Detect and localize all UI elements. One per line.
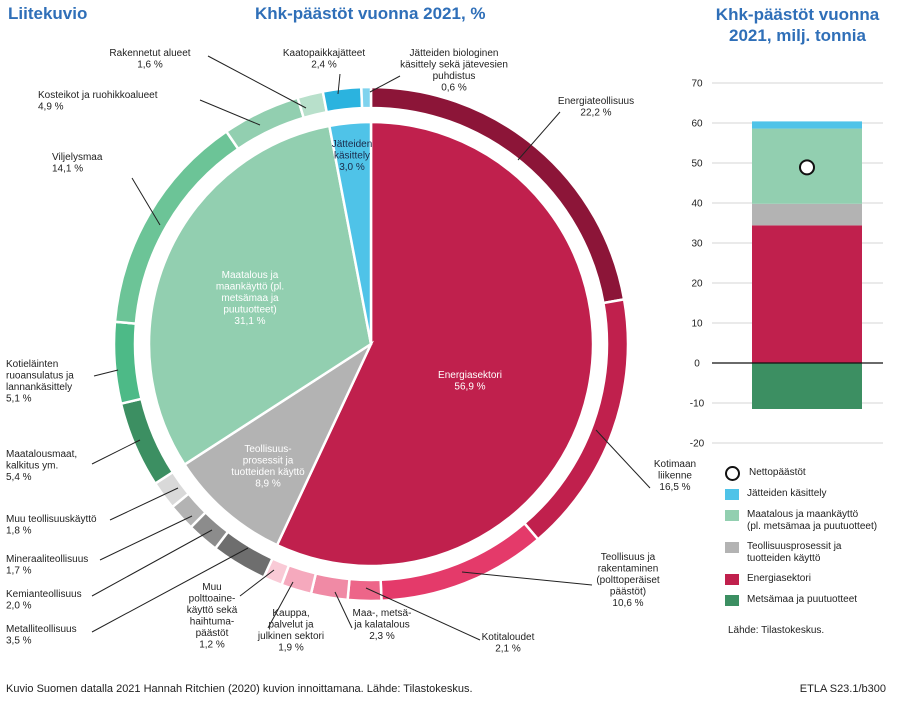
leader-line	[461, 571, 593, 586]
leader-line	[99, 515, 193, 561]
y-tick-label: 70	[691, 79, 703, 90]
y-tick-label: 10	[691, 319, 703, 330]
legend-swatch	[725, 574, 739, 585]
ring-label-rakennetut-alueet: Rakennetut alueet 1,6 %	[109, 48, 190, 71]
figure-label: Liitekuvio	[8, 4, 88, 23]
leader-line	[91, 547, 249, 633]
source-note: Lähde: Tilastokeskus.	[728, 625, 825, 636]
ring-label-jätteiden-biologinen: Jätteiden biologinen käsittely sekä jätev…	[400, 48, 508, 94]
legend-item-energiasektori: Energiasektori	[725, 573, 877, 587]
ring-label-maatalousmaat: Maatalousmaat, kalkitus ym. 5,4 %	[6, 449, 77, 483]
legend-label: Teollisuusprosessit ja tuotteiden käyttö	[747, 541, 842, 564]
legend-item-teollisuusprosessit-ja: Teollisuusprosessit ja tuotteiden käyttö	[725, 541, 877, 567]
ring-label-kotitaloudet: Kotitaloudet 2,1 %	[482, 632, 535, 655]
pie-slice-maatalous-ja	[147, 124, 373, 467]
pie-chart-title: Khk-päästöt vuonna 2021, %	[255, 4, 486, 23]
bar-segment-metsämaa-ja-puutuotteet	[752, 363, 862, 409]
legend-label: Nettopäästöt	[749, 467, 806, 478]
ring-label-teollisuus-ja: Teollisuus ja rakentaminen (polttoperäiset…	[596, 552, 660, 609]
footer-note: Kuvio Suomen datalla 2021 Hannah Ritchie…	[6, 683, 473, 695]
legend-swatch	[725, 510, 739, 521]
legend-label: Jätteiden käsittely	[747, 488, 827, 499]
bar-segment-teollisuusprosessit-ja-tuotteiden-käyttö	[752, 203, 862, 226]
ring-label-muu: Muu polttoaine-käyttö sekä haihtuma-päästö…	[187, 582, 238, 651]
legend-item-nettopäästöt: Nettopäästöt	[725, 466, 877, 481]
ring-segment-jätteiden-biologinen	[360, 85, 373, 110]
legend-item-metsämaa-ja-puutuotteet: Metsämaa ja puutuotteet	[725, 594, 877, 608]
y-tick-label: 30	[691, 239, 703, 250]
pie-slice-teollisuus	[182, 340, 374, 547]
legend-label: Energiasektori	[747, 573, 811, 584]
pie-label-jätteiden: Jätteiden käsittely 3,0 %	[332, 139, 373, 173]
y-tick-label: -20	[690, 439, 705, 450]
bar-segment-energiasektori	[752, 225, 862, 363]
y-tick-label: 50	[691, 159, 703, 170]
leader-line	[337, 73, 341, 95]
leader-line	[517, 111, 561, 161]
ring-label-muu-teollisuuskäyttö: Muu teollisuuskäyttö 1,8 %	[6, 514, 97, 537]
legend-label: Metsämaa ja puutuotteet	[747, 594, 858, 605]
leader-line	[93, 369, 119, 377]
y-tick-label: 40	[691, 199, 703, 210]
ring-label-maa-metsä: Maa-, metsä-ja kalatalous 2,3 %	[353, 608, 412, 642]
pie-label-energiasektori: Energiasektori 56,9 %	[438, 370, 502, 393]
legend-item-maatalous-ja-maankäyttö: Maatalous ja maankäyttö (pl. metsämaa ja …	[725, 509, 877, 535]
ring-label-kemianteollisuus: Kemianteollisuus 2,0 %	[6, 589, 82, 612]
bar-chart-title-line1: Khk-päästöt vuonna	[715, 5, 880, 24]
ring-label-kotimaan: Kotimaan liikenne 16,5 %	[654, 459, 696, 493]
y-tick-label: -10	[690, 399, 705, 410]
net-emissions-marker	[799, 159, 815, 176]
ring-label-mineraaliteollisuus: Mineraaliteollisuus 1,7 %	[6, 554, 88, 577]
legend-swatch	[725, 595, 739, 606]
bar-chart-title-line2: 2021, milj. tonnia	[729, 26, 866, 45]
legend-swatch	[725, 542, 739, 553]
ring-label-metalliteollisuus: Metalliteollisuus 3,5 %	[6, 624, 77, 647]
leader-line	[199, 99, 261, 126]
leader-line	[334, 591, 353, 629]
leader-line	[369, 75, 401, 93]
leader-line	[207, 55, 307, 109]
pie-slice-jätteiden	[327, 120, 373, 345]
leader-line	[109, 487, 179, 521]
bar-chart-title: Khk-päästöt vuonna 2021, milj. tonnia	[700, 4, 895, 46]
ring-label-kauppa: Kauppa, palvelut ja julkinen sektori 1,9 %	[257, 608, 324, 654]
leader-line	[91, 529, 213, 597]
pie-slice-energiasektori	[275, 120, 595, 568]
legend-swatch	[725, 466, 740, 481]
leader-line	[239, 569, 275, 597]
bar-segment-jätteiden-käsittely	[752, 121, 862, 129]
ring-label-viljelysmaa: Viljelysmaa 14,1 %	[52, 152, 103, 175]
y-tick-label: 20	[691, 279, 703, 290]
y-tick-label: 60	[691, 119, 703, 130]
leader-line	[365, 587, 481, 641]
ring-label-kosteikot-ja-ruohikkoalueet: Kosteikot ja ruohikkoalueet 4,9 %	[38, 90, 158, 113]
leader-line	[91, 439, 141, 465]
ring-label-energiateollisuus: Energiateollisuus 22,2 %	[558, 96, 634, 119]
leader-line	[131, 177, 161, 226]
y-tick-label: 0	[694, 359, 700, 370]
legend-item-jätteiden-käsittely: Jätteiden käsittely	[725, 488, 877, 502]
legend-swatch	[725, 489, 739, 500]
ring-label-kaatopaikkajätteet: Kaatopaikkajätteet 2,4 %	[283, 48, 366, 71]
pie-label-maatalous-ja: Maatalous ja maankäyttö (pl. metsämaa ja pu…	[216, 270, 284, 327]
legend-label: Maatalous ja maankäyttö (pl. metsämaa ja …	[747, 509, 878, 532]
pie-label-teollisuus: Teollisuus-prosessit ja tuotteiden käyttö…	[231, 444, 305, 490]
leader-line	[267, 581, 294, 629]
bar-chart-legend: Nettopäästöt Jätteiden käsittely Maatalous…	[725, 466, 877, 615]
ring-label-kotieläinten: Kotieläinten ruoansulatus ja lannankäsitte…	[6, 359, 74, 405]
footer-code: ETLA S23.1/b300	[799, 683, 886, 695]
leader-line	[595, 429, 651, 489]
